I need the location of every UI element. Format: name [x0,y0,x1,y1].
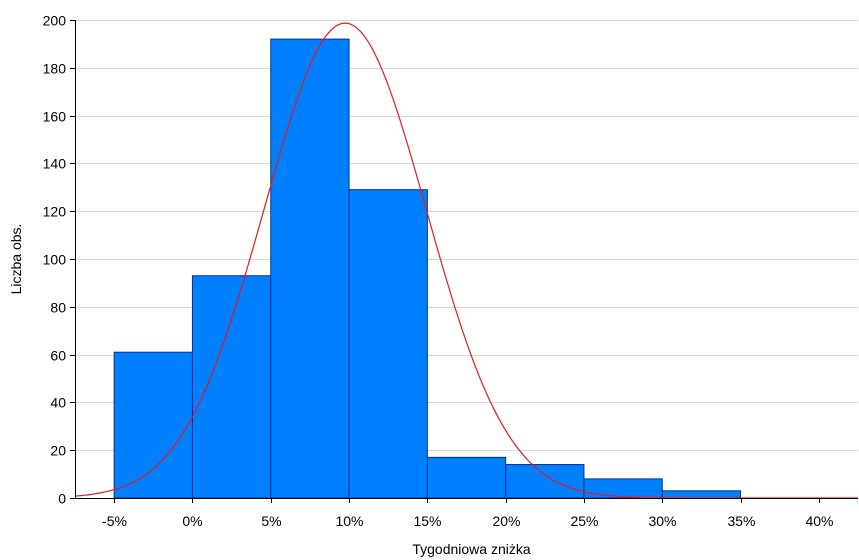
histogram-bar [270,38,350,499]
x-axis-ticks: -5% 0% 5% 10% 15% 20% 25% 30% 35% 40% [102,498,834,529]
x-tick-label: 30% [648,513,676,529]
normal-curve [74,22,858,499]
x-tick-label: 10% [335,513,363,529]
x-tick-label: 20% [492,513,520,529]
y-tick-label: 60 [50,348,66,364]
x-tick-label: 15% [413,513,441,529]
histogram-bar [661,490,742,499]
y-tick-label: 100 [43,252,67,268]
x-tick-label: 5% [261,513,281,529]
y-tick-label: 80 [50,300,66,316]
histogram-bars [113,38,742,499]
x-tick-label: 35% [727,513,755,529]
histogram-bar [191,275,272,499]
y-tick-label: 140 [43,156,67,172]
y-tick-label: 120 [43,204,67,220]
axes [75,20,858,499]
y-tick-label: 0 [58,491,66,507]
x-tick-label: -5% [102,513,127,529]
histogram-bar [505,464,585,499]
x-axis-title: Tygodniowa zniżka [412,541,531,557]
histogram-bar [583,478,663,499]
normal-curve-line [74,22,858,499]
x-tick-label: 25% [570,513,598,529]
x-tick-label: 40% [805,513,833,529]
histogram-bar [113,351,193,499]
y-tick-label: 20 [50,443,66,459]
histogram-bar [426,456,507,499]
histogram-bar [348,189,428,499]
y-tick-label: 180 [43,61,67,77]
x-tick-label: 0% [182,513,202,529]
y-tick-label: 200 [43,13,67,29]
y-axis-ticks: 0 20 40 60 80 100 120 140 160 180 200 [43,13,75,507]
y-tick-label: 40 [50,395,66,411]
y-axis-title: Liczba obs. [8,224,24,295]
y-tick-label: 160 [43,109,67,125]
